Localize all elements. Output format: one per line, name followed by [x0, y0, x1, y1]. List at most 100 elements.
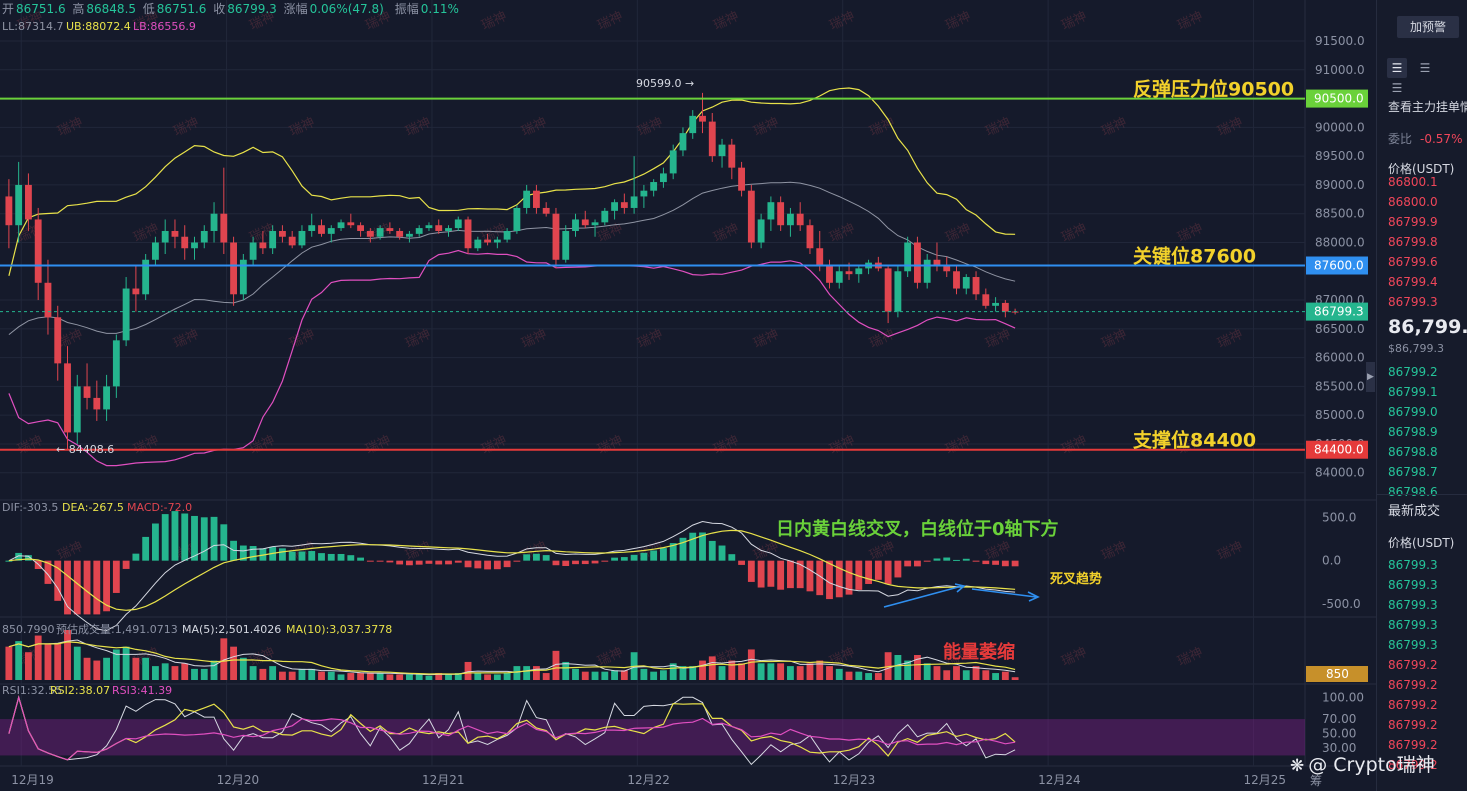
volume-bar-25: [249, 666, 257, 680]
trade-row-5[interactable]: 86799.2: [1388, 658, 1438, 672]
candle-body-1: [15, 184, 23, 226]
candle-body-5: [54, 317, 62, 364]
volume-bar-15: [152, 666, 159, 680]
bid-row-4[interactable]: 86798.8: [1388, 445, 1438, 459]
macd-bar-60: [591, 560, 599, 564]
volume-bar-51: [503, 673, 511, 680]
trade-row-10[interactable]: 86799.2: [1388, 758, 1438, 772]
amplitude-value: 0.11%: [421, 2, 459, 16]
volume-bar-100: [982, 670, 990, 680]
ask-row-6[interactable]: 86799.3: [1388, 295, 1438, 309]
ask-row-4[interactable]: 86799.6: [1388, 255, 1438, 269]
layout-icon-3[interactable]: ☰: [1391, 81, 1403, 95]
boll-mid-line: [8, 181, 1016, 335]
bid-row-5[interactable]: 86798.7: [1388, 465, 1438, 479]
volume-bar-77: [757, 663, 765, 680]
macd-bar-32: [318, 553, 325, 561]
layout-icon-2[interactable]: ☰: [1419, 61, 1431, 75]
volume-bar-103: [1011, 677, 1019, 680]
volume-bar-55: [542, 673, 550, 680]
volume-bar-41: [406, 674, 413, 680]
macd-bar-30: [298, 551, 306, 561]
trade-row-1[interactable]: 86799.3: [1388, 578, 1438, 592]
macd-bar-19: [191, 515, 198, 561]
volume-bar-29: [288, 671, 296, 680]
trade-row-7[interactable]: 86799.2: [1388, 698, 1438, 712]
trade-row-9[interactable]: 86799.2: [1388, 738, 1438, 752]
high-value: 86848.5: [86, 2, 136, 16]
macd-bar-99: [972, 560, 980, 562]
candle-body-10: [103, 386, 110, 410]
candle-body-18: [181, 236, 189, 249]
volume-bar-7: [73, 646, 81, 680]
trade-row-3[interactable]: 86799.3: [1388, 618, 1438, 632]
candle-body-20: [200, 230, 208, 243]
candle-body-37: [366, 230, 374, 237]
volume-bar-0: [5, 646, 13, 680]
trade-row-6[interactable]: 86799.2: [1388, 678, 1438, 692]
candle-body-69: [679, 133, 687, 151]
bid-row-6[interactable]: 86798.6: [1388, 485, 1438, 499]
candle-body-38: [376, 228, 384, 237]
candle-body-71: [699, 115, 706, 122]
collapse-handle[interactable]: ▶: [1366, 362, 1375, 392]
macd-bar-35: [347, 555, 355, 561]
trade-row-8[interactable]: 86799.2: [1388, 718, 1438, 732]
trade-row-4[interactable]: 86799.3: [1388, 638, 1438, 652]
volume-bar-35: [347, 673, 355, 680]
ask-row-5[interactable]: 86799.4: [1388, 275, 1438, 289]
candle-body-85: [835, 271, 843, 283]
macd-bar-80: [787, 560, 794, 589]
volume-bar-63: [620, 670, 628, 680]
bid-row-3[interactable]: 86798.9: [1388, 425, 1438, 439]
volume-bar-17: [171, 666, 179, 680]
candle-body-27: [269, 230, 277, 249]
volume-bar-95: [933, 666, 941, 680]
trades-tabbar: [1377, 494, 1467, 525]
volume-bar-87: [855, 671, 863, 680]
ask-row-2[interactable]: 86799.9: [1388, 215, 1438, 229]
macd-bar-6: [64, 560, 71, 615]
volume-bar-10: [103, 657, 110, 680]
candle-body-51: [503, 230, 511, 240]
volume-bar-26: [259, 668, 267, 680]
candle-body-43: [425, 225, 433, 229]
kline-chart[interactable]: 91500.0 91000.0 90000.0 89500.0 89000.0 88500…: [0, 0, 1376, 791]
price-tick-6: 88000.0: [1315, 235, 1365, 249]
brand-logo-icon: ❋: [1290, 756, 1305, 776]
ask-row-3[interactable]: 86799.8: [1388, 235, 1438, 249]
trades-title[interactable]: 最新成交: [1388, 504, 1441, 519]
candle-body-59: [581, 219, 589, 226]
volume-bar-62: [611, 670, 618, 680]
volume-bar-21: [210, 660, 218, 680]
bid-row-1[interactable]: 86799.1: [1388, 385, 1438, 399]
candle-body-76: [747, 190, 755, 243]
macd-bar-100: [982, 560, 990, 565]
low-value: 86751.6: [157, 2, 207, 16]
macd-bar-63: [620, 557, 628, 561]
add-alert-button[interactable]: 加预警: [1397, 16, 1459, 38]
volume-bar-1: [15, 641, 23, 680]
boll-lower-line: [8, 249, 1016, 467]
macd-bar-94: [923, 560, 931, 562]
macd-legend-dif: DIF:-303.5: [2, 501, 58, 514]
macd-bar-90: [884, 560, 892, 585]
ask-row-1[interactable]: 86800.0: [1388, 195, 1438, 209]
candle-body-11: [112, 340, 120, 387]
volume-bar-38: [376, 673, 384, 680]
trade-row-2[interactable]: 86799.3: [1388, 598, 1438, 612]
macd-bar-38: [376, 560, 384, 562]
bid-row-0[interactable]: 86799.2: [1388, 365, 1438, 379]
ask-row-0[interactable]: 86800.1: [1388, 175, 1438, 189]
macd-bar-53: [523, 554, 531, 561]
volume-bar-9: [93, 660, 101, 680]
macd-bar-65: [640, 552, 648, 561]
depth-title[interactable]: 查看主力挂单情: [1388, 100, 1467, 114]
bid-row-2[interactable]: 86799.0: [1388, 405, 1438, 419]
trend-arrow-right: [971, 588, 1040, 602]
candle-body-95: [933, 259, 941, 266]
layout-icon-1[interactable]: ☰: [1387, 58, 1407, 78]
trade-row-0[interactable]: 86799.3: [1388, 558, 1438, 572]
macd-bar-73: [718, 545, 726, 561]
macd-bar-64: [630, 554, 638, 561]
